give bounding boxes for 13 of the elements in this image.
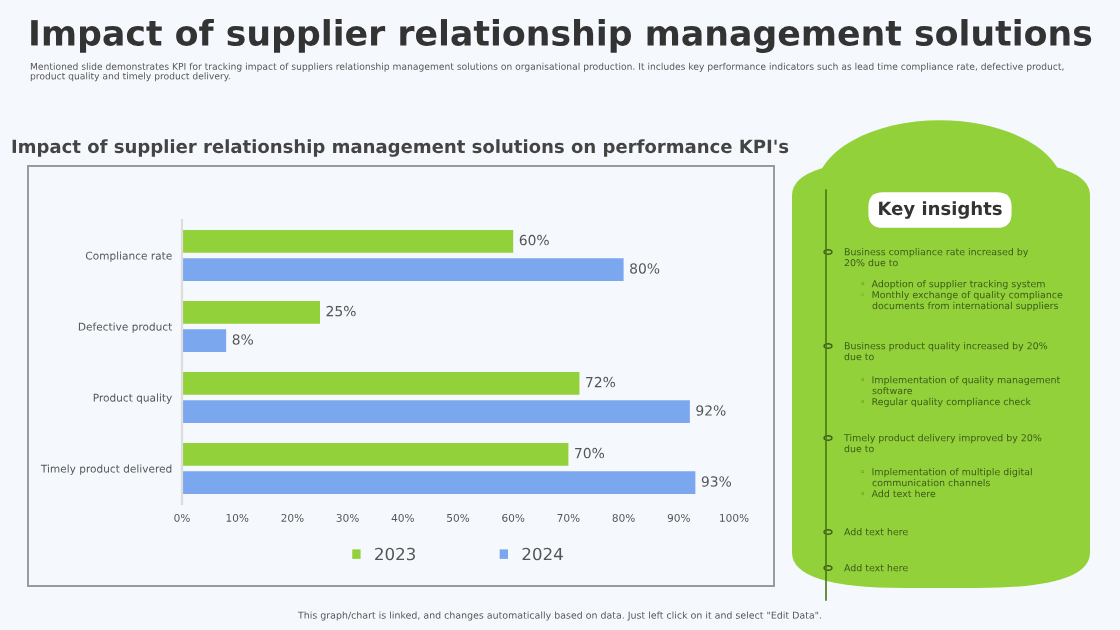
text: Key insights <box>879 201 1002 219</box>
chart-title: Impact of supplier relationship management solutions <box>31 19 1092 53</box>
bar <box>182 300 320 324</box>
bar <box>182 229 514 253</box>
bar <box>182 371 580 395</box>
bar <box>182 471 696 495</box>
legend-label: 2024 <box>522 547 563 561</box>
bar <box>182 329 227 353</box>
text: Impact of supplier relationship management solutions on performance KPI's <box>12 139 789 157</box>
legend-label: 2023 <box>375 547 415 561</box>
bar <box>182 442 569 466</box>
bar <box>182 400 690 424</box>
bar <box>182 258 624 282</box>
